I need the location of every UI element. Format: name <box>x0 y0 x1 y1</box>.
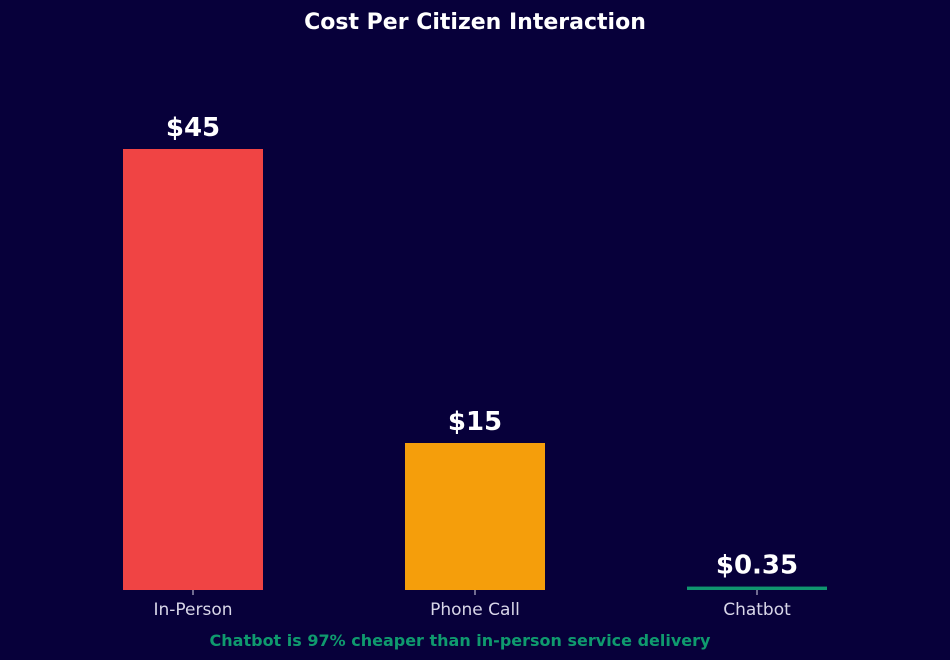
bar-in-person <box>123 149 263 590</box>
x-tick-label-phone-call: Phone Call <box>430 600 520 620</box>
value-label-chatbot: $0.35 <box>716 551 798 581</box>
x-tick-label-in-person: In-Person <box>153 600 232 620</box>
bars-group <box>123 149 827 590</box>
value-label-phone-call: $15 <box>448 407 502 437</box>
chart-annotation: Chatbot is 97% cheaper than in-person se… <box>210 631 711 650</box>
bar-phone-call <box>405 443 545 590</box>
value-label-in-person: $45 <box>166 113 220 143</box>
x-axis-ticks: In-Person Phone Call Chatbot <box>153 590 791 620</box>
bar-chatbot <box>687 586 827 590</box>
x-tick-label-chatbot: Chatbot <box>723 600 791 620</box>
chart-title: Cost Per Citizen Interaction <box>304 10 646 35</box>
value-labels-group: $45 $15 $0.35 <box>166 113 798 581</box>
